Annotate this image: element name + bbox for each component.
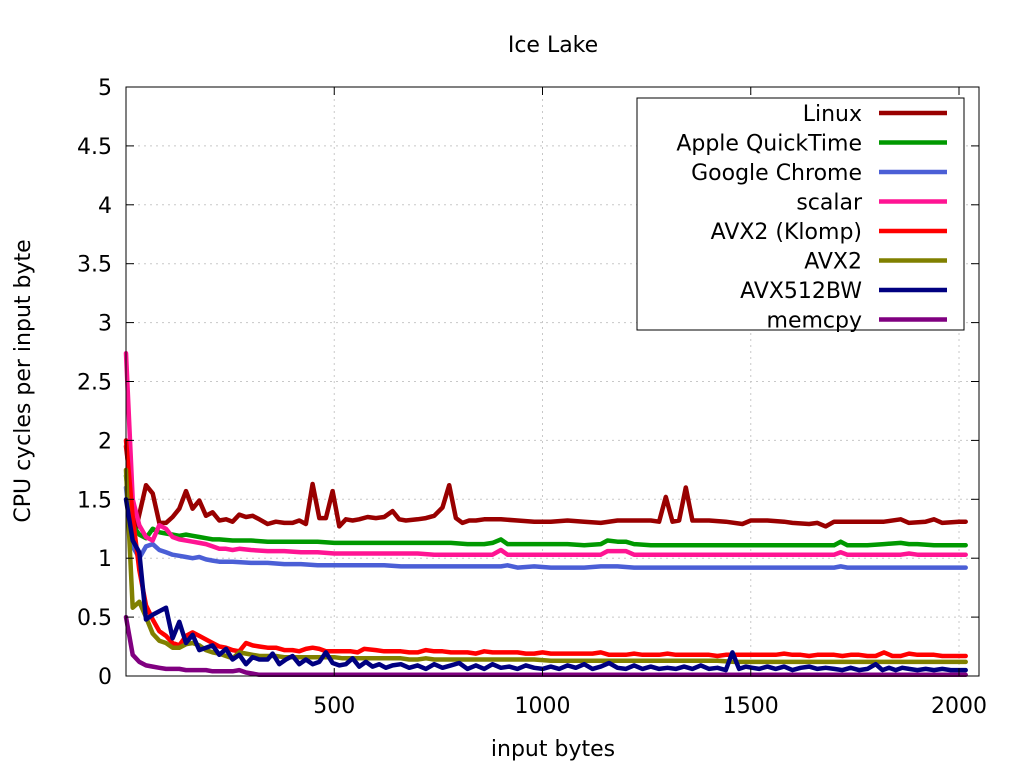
x-tick-label: 1500	[723, 694, 779, 719]
x-tick-label: 1000	[515, 694, 571, 719]
legend-label: Linux	[803, 102, 862, 127]
series-line-linux	[123, 444, 968, 532]
series-line-avx512bw	[123, 497, 968, 673]
x-axis: 500 1000 1500 2000	[313, 87, 987, 719]
legend-label: Apple QuickTime	[676, 132, 862, 157]
legend: Linux Apple QuickTime Google Chrome scalar A…	[636, 97, 965, 334]
y-tick-label: 3	[98, 312, 112, 337]
chart-title: Ice Lake	[508, 33, 598, 58]
x-axis-label: input bytes	[491, 737, 615, 762]
x-tick-label: 2000	[931, 694, 987, 719]
legend-label: AVX2 (Klomp)	[711, 220, 862, 245]
y-tick-label: 4.5	[77, 135, 112, 160]
legend-label: scalar	[796, 191, 863, 216]
y-tick-label: 0	[98, 665, 112, 690]
y-axis: 0 0.5 1 1.5 2 2.5 3 3.5 4 4.5 5	[77, 76, 979, 690]
y-tick-label: 0.5	[77, 606, 112, 631]
series-group	[123, 350, 968, 678]
y-tick-label: 4	[98, 194, 112, 219]
legend-label: memcpy	[767, 309, 862, 334]
y-tick-label: 2	[98, 429, 112, 454]
y-axis-label: CPU cycles per input byte	[11, 239, 36, 522]
series-line-google-chrome	[123, 485, 968, 570]
y-tick-label: 3.5	[77, 253, 112, 278]
grid-lines	[126, 87, 979, 676]
y-tick-label: 1.5	[77, 488, 112, 513]
x-tick-label: 500	[313, 694, 355, 719]
y-tick-label: 2.5	[77, 371, 112, 396]
legend-label: AVX512BW	[740, 279, 862, 304]
series-line-apple-quicktime	[123, 473, 968, 548]
series-line-avx2-klomp	[123, 438, 968, 659]
series-line-memcpy	[123, 614, 968, 678]
legend-label: Google Chrome	[691, 161, 862, 186]
y-tick-label: 5	[98, 76, 112, 101]
y-tick-label: 1	[98, 547, 112, 572]
legend-label: AVX2	[804, 250, 862, 275]
series-line-avx2	[123, 467, 968, 665]
series-line-scalar	[123, 350, 968, 557]
